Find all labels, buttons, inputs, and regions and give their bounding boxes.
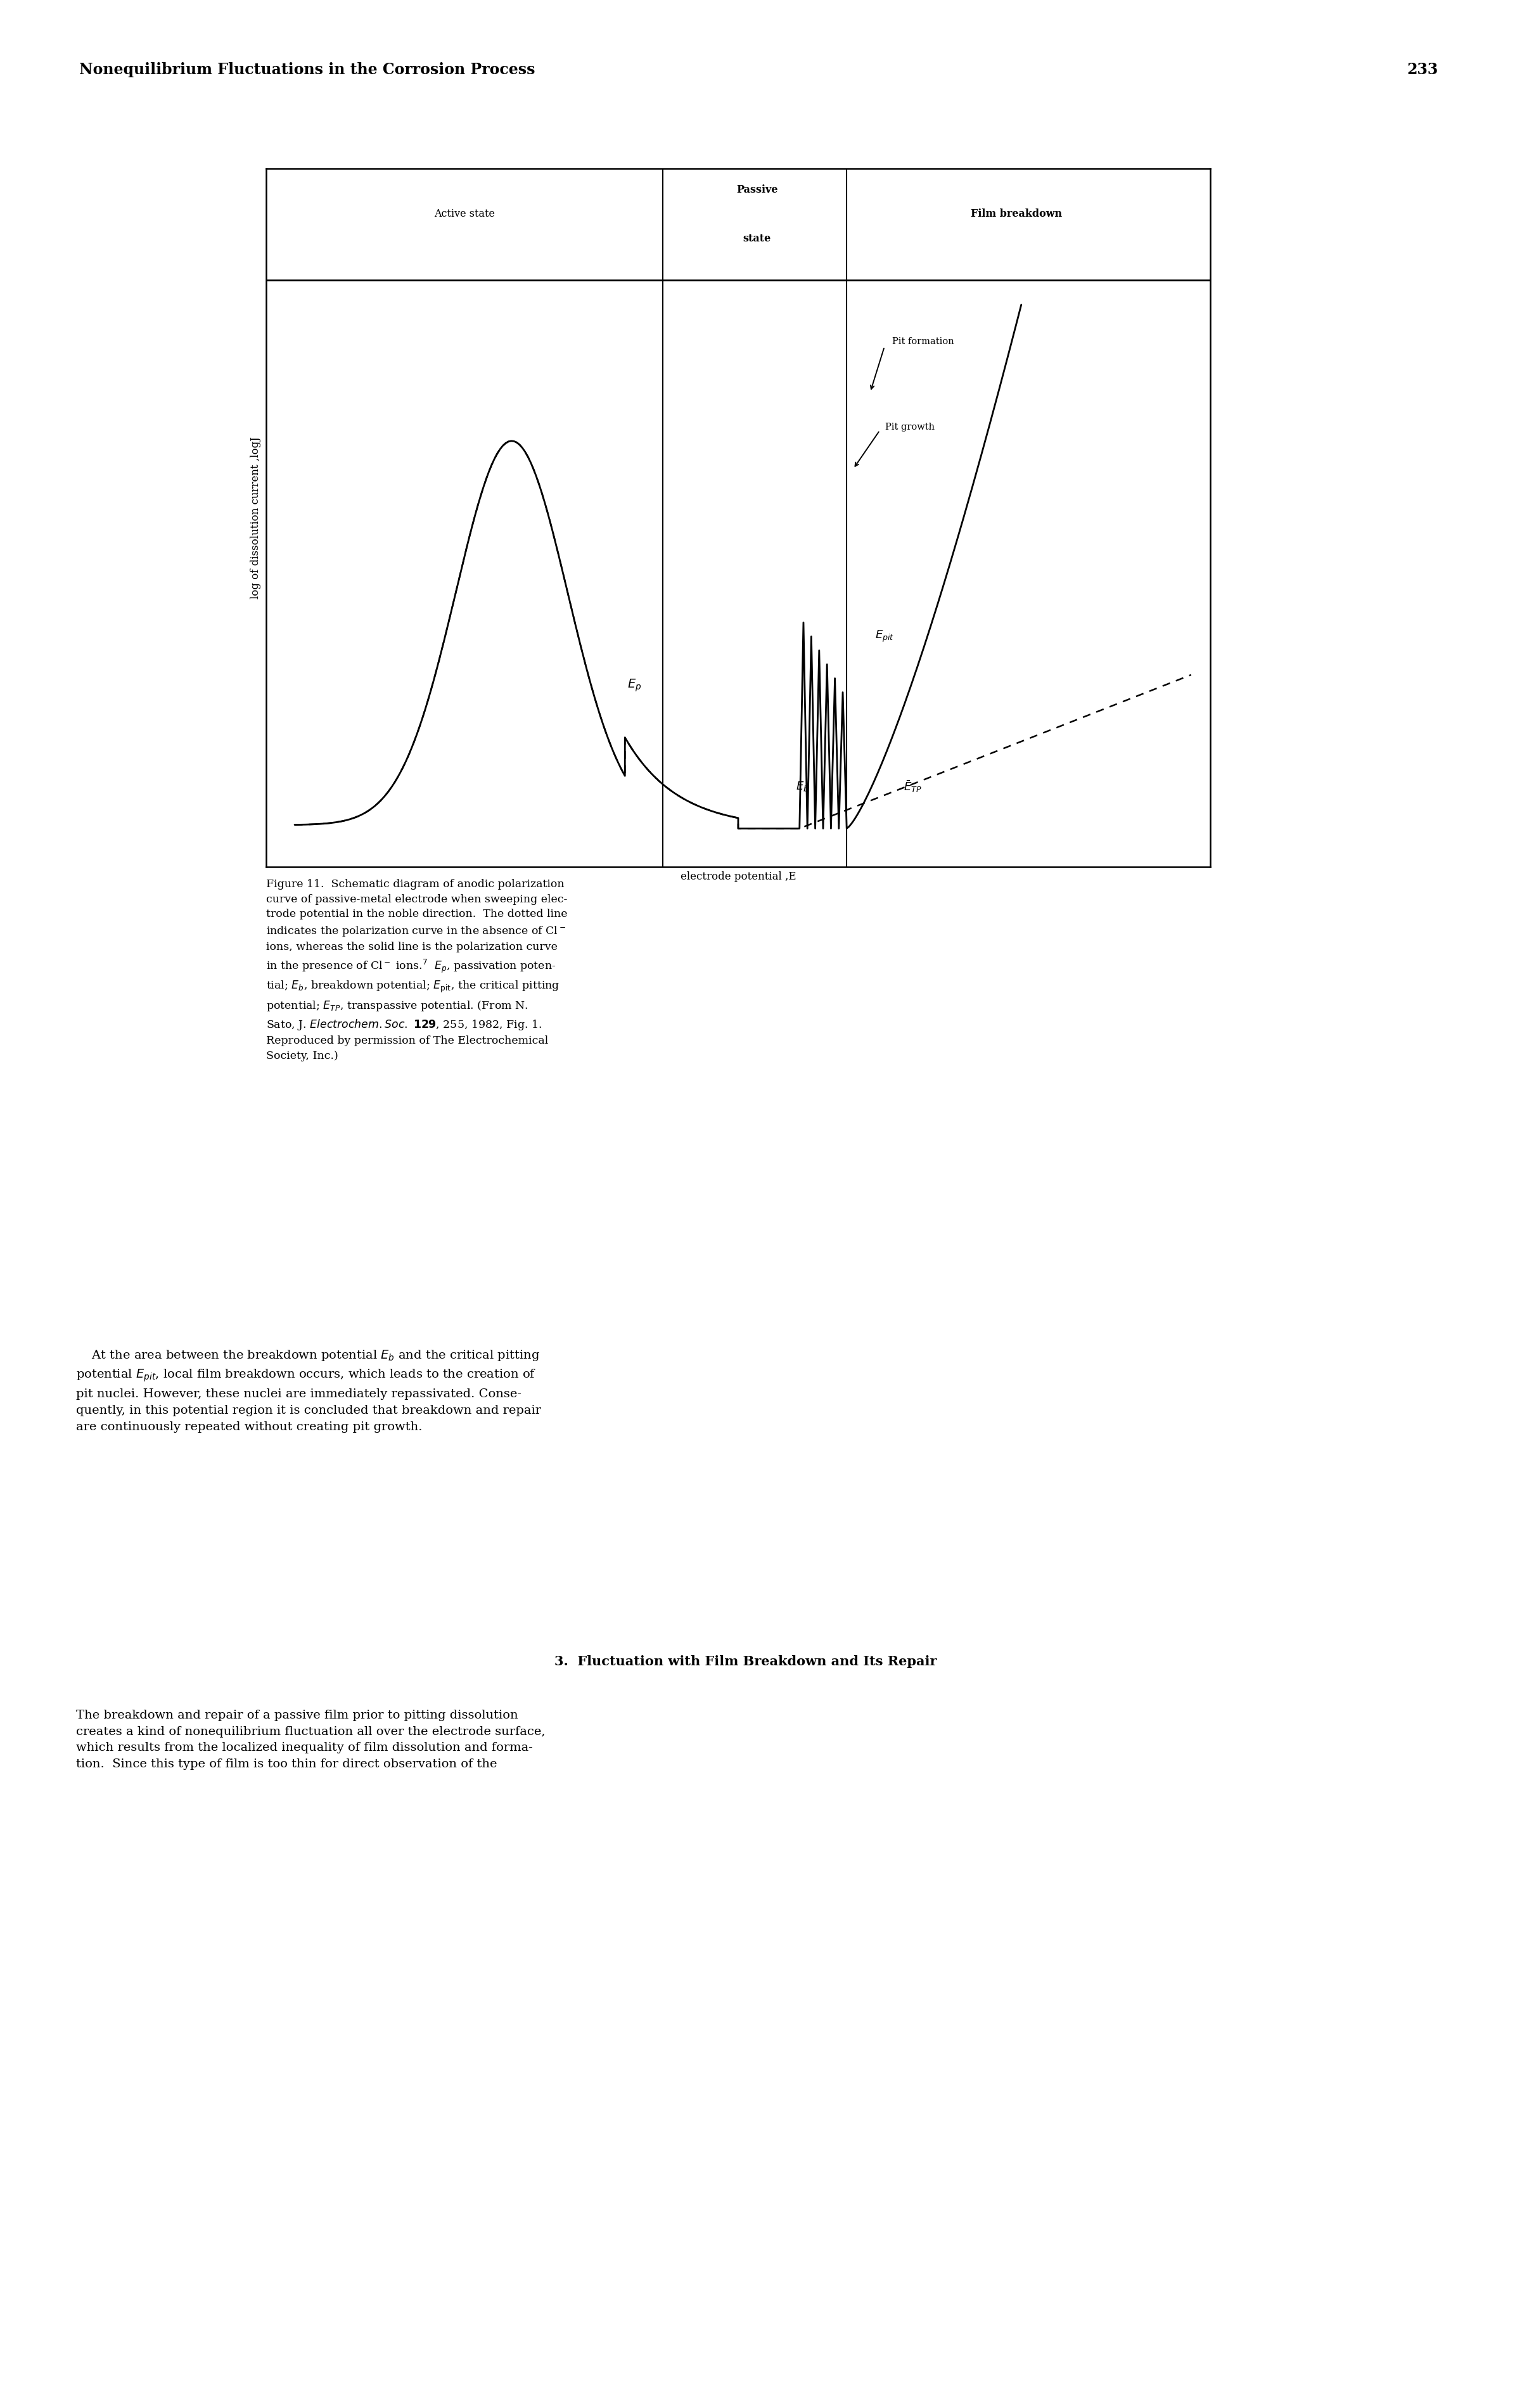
Text: state: state bbox=[743, 234, 772, 243]
Text: Active state: Active state bbox=[434, 209, 495, 219]
Text: 233: 233 bbox=[1406, 63, 1438, 77]
Text: 3.  Fluctuation with Film Breakdown and Its Repair: 3. Fluctuation with Film Breakdown and I… bbox=[554, 1654, 938, 1669]
Text: Pit growth: Pit growth bbox=[886, 421, 935, 431]
X-axis label: electrode potential ,E: electrode potential ,E bbox=[680, 872, 796, 881]
Text: Pit formation: Pit formation bbox=[892, 337, 954, 347]
Text: Passive: Passive bbox=[737, 183, 778, 195]
Text: Film breakdown: Film breakdown bbox=[971, 209, 1062, 219]
Y-axis label: log of dissolution current ,logJ: log of dissolution current ,logJ bbox=[250, 436, 262, 600]
Text: $E_p$: $E_p$ bbox=[627, 677, 641, 694]
Text: $E_{pit}$: $E_{pit}$ bbox=[875, 628, 893, 643]
Text: Figure 11.  Schematic diagram of anodic polarization
curve of passive-metal elec: Figure 11. Schematic diagram of anodic p… bbox=[266, 879, 568, 1062]
Text: $E_b$: $E_b$ bbox=[796, 780, 808, 792]
Text: Nonequilibrium Fluctuations in the Corrosion Process: Nonequilibrium Fluctuations in the Corro… bbox=[79, 63, 536, 77]
Text: $\bar{E}_{TP}$: $\bar{E}_{TP}$ bbox=[904, 780, 922, 795]
Text: At the area between the breakdown potential $E_b$ and the critical pitting
poten: At the area between the breakdown potent… bbox=[76, 1348, 542, 1433]
Text: The breakdown and repair of a passive film prior to pitting dissolution
creates : The breakdown and repair of a passive fi… bbox=[76, 1710, 545, 1770]
